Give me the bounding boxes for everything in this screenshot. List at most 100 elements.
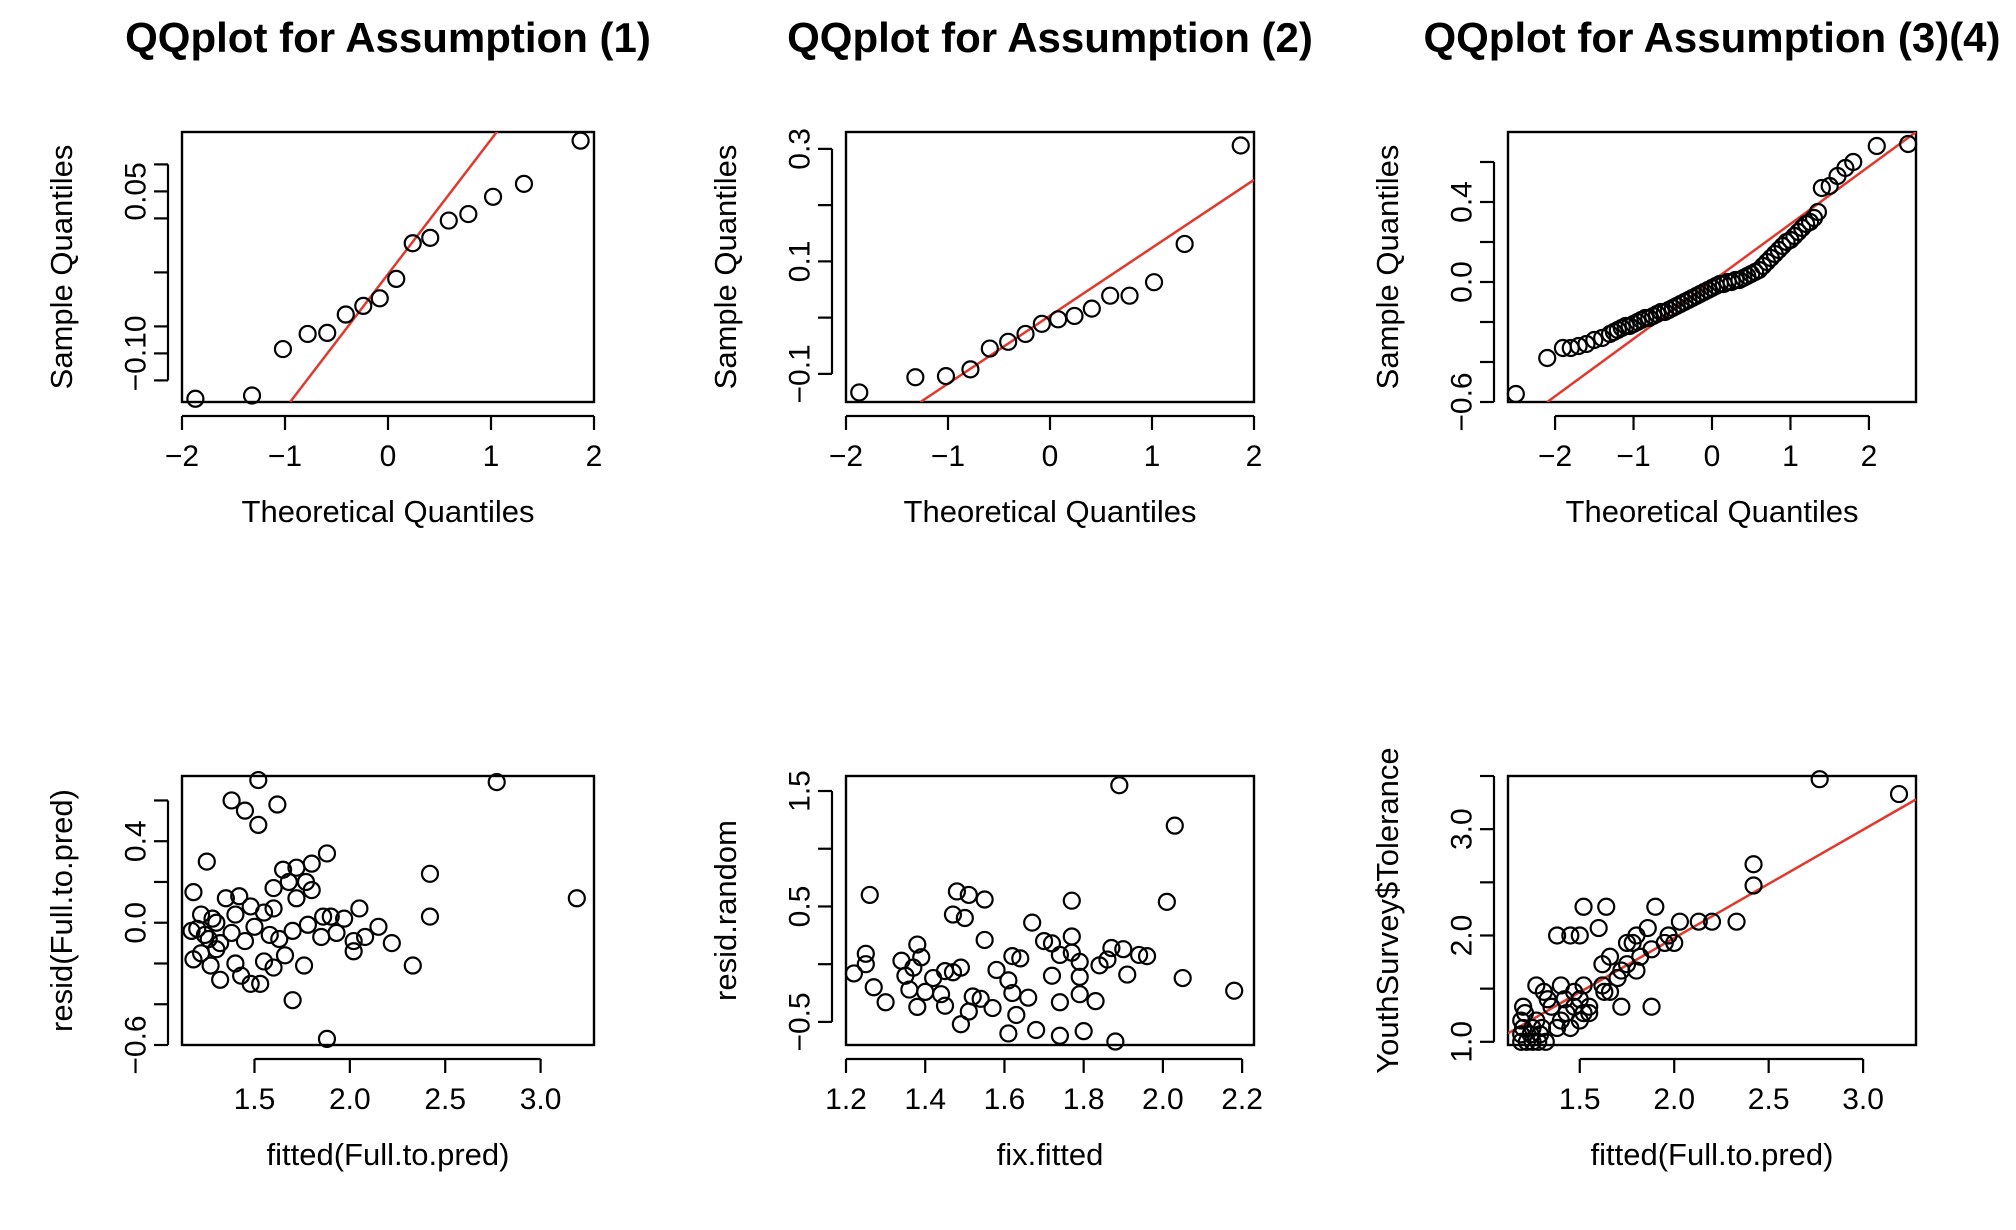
y-tick-label: −0.5 [784, 992, 817, 1051]
data-point [1702, 912, 1722, 931]
plot-frame [180, 774, 596, 1047]
data-point [961, 360, 980, 379]
data-point [249, 770, 268, 790]
data-point [959, 1002, 978, 1021]
data-point [1593, 976, 1612, 995]
data-point [298, 915, 317, 934]
data-point [242, 386, 262, 405]
data-point [876, 993, 895, 1012]
data-point [264, 878, 283, 898]
y-tick-label: 0.5 [784, 886, 817, 928]
data-point [1744, 855, 1763, 874]
x-tick-label: −2 [1538, 440, 1572, 473]
data-point [203, 909, 222, 928]
x-tick-label: 2.0 [329, 1083, 371, 1116]
y-tick-label: 0.0 [120, 902, 153, 944]
data-point [1659, 926, 1678, 945]
data-point [294, 956, 314, 975]
data-point [1173, 968, 1192, 988]
data-point [1585, 330, 1604, 350]
data-point [487, 773, 506, 792]
data-point [1086, 992, 1105, 1011]
x-tick-label: 1.6 [984, 1083, 1026, 1116]
x-axis-label: fitted(Full.to.pred) [267, 1137, 510, 1172]
data-point [1049, 310, 1068, 329]
data-point [924, 968, 943, 988]
data-point [1082, 299, 1101, 318]
data-point [1003, 947, 1022, 966]
data-point [1612, 997, 1631, 1016]
data-point [369, 917, 388, 936]
x-tick-label: 2.0 [1653, 1083, 1695, 1116]
data-point [1589, 918, 1608, 938]
data-point [1110, 776, 1129, 795]
data-point [201, 956, 220, 975]
data-point [1042, 966, 1062, 985]
data-point [1098, 950, 1117, 969]
data-point [947, 882, 967, 901]
data-point [302, 854, 321, 873]
data-point [222, 791, 241, 810]
data-point [971, 989, 990, 1008]
data-point [1065, 306, 1084, 326]
data-point [403, 956, 422, 975]
y-tick-label: 0.0 [1446, 261, 1479, 303]
data-point [1102, 938, 1121, 958]
data-point [856, 944, 875, 963]
data-point [1070, 967, 1089, 986]
data-point [1114, 940, 1133, 959]
data-point [439, 211, 458, 230]
data-point [350, 899, 369, 918]
data-point [251, 974, 270, 993]
y-tick-label: 0.1 [784, 241, 817, 283]
data-point [951, 1015, 970, 1034]
data-point [382, 934, 401, 953]
x-tick-label: −2 [829, 440, 863, 473]
y-tick-label: 1.0 [1446, 1021, 1479, 1063]
data-point [249, 815, 268, 835]
data-point [483, 187, 503, 206]
data-point [321, 907, 340, 926]
data-point [318, 323, 337, 342]
plot-frame [180, 130, 596, 404]
y-tick-label: −0.6 [1446, 372, 1479, 431]
data-point [1527, 976, 1546, 995]
data-point [344, 942, 363, 961]
data-point [999, 332, 1018, 351]
data-point [195, 925, 214, 945]
data-point [999, 971, 1018, 990]
data-point [1638, 918, 1657, 938]
data-point [1689, 912, 1708, 931]
x-tick-label: 1 [483, 440, 500, 473]
data-point [975, 890, 994, 909]
x-tick-label: 2.0 [1142, 1083, 1184, 1116]
data-point [260, 925, 279, 945]
data-point [1231, 136, 1250, 155]
data-point [420, 907, 440, 926]
y-axis-label: Sample Quantiles [708, 145, 743, 390]
data-point [1118, 965, 1137, 984]
data-point [1032, 314, 1051, 333]
data-point [287, 889, 306, 908]
y-axis-label: resid.random [708, 820, 743, 1001]
x-axis-label: Theoretical Quantiles [1566, 494, 1859, 529]
data-point [1011, 949, 1030, 968]
data-point [264, 958, 283, 977]
x-axis-label: Theoretical Quantiles [242, 494, 535, 529]
data-point [1600, 947, 1620, 966]
data-point [571, 131, 590, 150]
data-point [980, 339, 999, 358]
data-point [900, 980, 919, 999]
y-tick-label: −0.1 [784, 344, 817, 403]
plot-frame [844, 774, 1256, 1047]
data-point [1016, 324, 1035, 344]
data-point [1144, 273, 1164, 292]
y-tick-label: −0.10 [120, 315, 153, 391]
y-tick-label: 1.5 [784, 770, 817, 812]
y-tick-label: 0.4 [120, 820, 153, 862]
data-point [356, 927, 375, 947]
data-point [283, 921, 302, 940]
data-point [354, 296, 373, 315]
data-point [1597, 897, 1616, 916]
